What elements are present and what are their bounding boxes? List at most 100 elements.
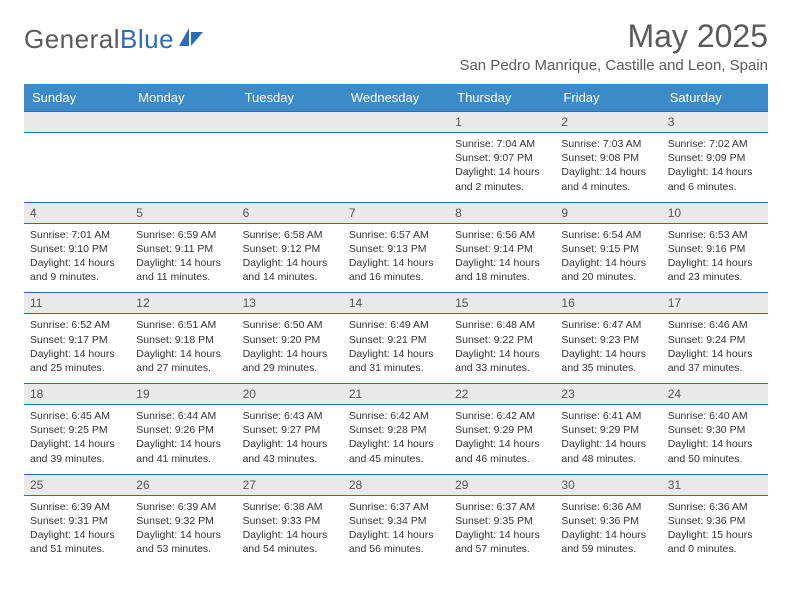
day-number-cell: 5 — [130, 202, 236, 223]
sunrise-line: Sunrise: 6:41 AM — [561, 409, 655, 423]
daylight-line: Daylight: 14 hours — [349, 437, 443, 451]
daylight-line: and 33 minutes. — [455, 361, 549, 375]
day-number-cell: 31 — [662, 474, 768, 495]
daylight-line: Daylight: 14 hours — [561, 165, 655, 179]
sunrise-line: Sunrise: 6:51 AM — [136, 318, 230, 332]
day-cell — [24, 133, 130, 203]
day-cell: Sunrise: 7:03 AMSunset: 9:08 PMDaylight:… — [555, 133, 661, 203]
day-cell: Sunrise: 6:58 AMSunset: 9:12 PMDaylight:… — [237, 223, 343, 293]
sunrise-line: Sunrise: 6:52 AM — [30, 318, 124, 332]
week-row: Sunrise: 6:45 AMSunset: 9:25 PMDaylight:… — [24, 405, 768, 475]
week-row: Sunrise: 7:04 AMSunset: 9:07 PMDaylight:… — [24, 133, 768, 203]
daylight-line: Daylight: 14 hours — [561, 347, 655, 361]
daylight-line: and 0 minutes. — [668, 542, 762, 556]
day-cell: Sunrise: 6:52 AMSunset: 9:17 PMDaylight:… — [24, 314, 130, 384]
weekday-header: Tuesday — [237, 84, 343, 112]
month-title: May 2025 — [459, 18, 768, 55]
sail-icon — [177, 26, 205, 53]
daylight-line: Daylight: 14 hours — [668, 256, 762, 270]
daylight-line: and 6 minutes. — [668, 180, 762, 194]
day-cell: Sunrise: 6:54 AMSunset: 9:15 PMDaylight:… — [555, 223, 661, 293]
day-cell: Sunrise: 6:46 AMSunset: 9:24 PMDaylight:… — [662, 314, 768, 384]
daylight-line: Daylight: 14 hours — [136, 347, 230, 361]
daylight-line: and 14 minutes. — [243, 270, 337, 284]
day-cell: Sunrise: 6:53 AMSunset: 9:16 PMDaylight:… — [662, 223, 768, 293]
day-number-cell: 16 — [555, 293, 661, 314]
day-cell: Sunrise: 7:04 AMSunset: 9:07 PMDaylight:… — [449, 133, 555, 203]
sunrise-line: Sunrise: 6:36 AM — [561, 500, 655, 514]
daylight-line: Daylight: 14 hours — [668, 347, 762, 361]
day-number-row: 11121314151617 — [24, 293, 768, 314]
calendar-body: 123Sunrise: 7:04 AMSunset: 9:07 PMDaylig… — [24, 112, 768, 565]
daylight-line: and 54 minutes. — [243, 542, 337, 556]
daylight-line: Daylight: 14 hours — [243, 528, 337, 542]
day-cell: Sunrise: 6:59 AMSunset: 9:11 PMDaylight:… — [130, 223, 236, 293]
day-number-cell: 20 — [237, 384, 343, 405]
sunset-line: Sunset: 9:18 PM — [136, 333, 230, 347]
brand-logo: GeneralBlue — [24, 24, 205, 55]
day-cell: Sunrise: 6:39 AMSunset: 9:31 PMDaylight:… — [24, 495, 130, 564]
sunrise-line: Sunrise: 6:59 AM — [136, 228, 230, 242]
daylight-line: Daylight: 14 hours — [243, 256, 337, 270]
day-number-cell: 14 — [343, 293, 449, 314]
day-number-cell: 15 — [449, 293, 555, 314]
weekday-header: Friday — [555, 84, 661, 112]
week-row: Sunrise: 7:01 AMSunset: 9:10 PMDaylight:… — [24, 223, 768, 293]
sunrise-line: Sunrise: 6:42 AM — [349, 409, 443, 423]
weekday-header: Sunday — [24, 84, 130, 112]
day-number-cell: 19 — [130, 384, 236, 405]
day-number-cell: 18 — [24, 384, 130, 405]
daylight-line: and 48 minutes. — [561, 452, 655, 466]
sunrise-line: Sunrise: 6:46 AM — [668, 318, 762, 332]
daylight-line: and 57 minutes. — [455, 542, 549, 556]
daylight-line: Daylight: 14 hours — [455, 165, 549, 179]
sunrise-line: Sunrise: 7:02 AM — [668, 137, 762, 151]
day-cell: Sunrise: 6:50 AMSunset: 9:20 PMDaylight:… — [237, 314, 343, 384]
day-number-cell: 6 — [237, 202, 343, 223]
day-number-row: 18192021222324 — [24, 384, 768, 405]
sunset-line: Sunset: 9:11 PM — [136, 242, 230, 256]
sunrise-line: Sunrise: 6:47 AM — [561, 318, 655, 332]
daylight-line: Daylight: 14 hours — [30, 256, 124, 270]
daylight-line: and 2 minutes. — [455, 180, 549, 194]
daylight-line: and 39 minutes. — [30, 452, 124, 466]
daylight-line: Daylight: 14 hours — [349, 256, 443, 270]
day-number-cell — [343, 112, 449, 133]
sunrise-line: Sunrise: 6:36 AM — [668, 500, 762, 514]
sunset-line: Sunset: 9:36 PM — [668, 514, 762, 528]
day-number-cell: 10 — [662, 202, 768, 223]
day-cell — [343, 133, 449, 203]
daylight-line: and 11 minutes. — [136, 270, 230, 284]
day-number-cell: 9 — [555, 202, 661, 223]
sunset-line: Sunset: 9:28 PM — [349, 423, 443, 437]
day-cell: Sunrise: 6:37 AMSunset: 9:35 PMDaylight:… — [449, 495, 555, 564]
day-cell: Sunrise: 7:02 AMSunset: 9:09 PMDaylight:… — [662, 133, 768, 203]
sunset-line: Sunset: 9:14 PM — [455, 242, 549, 256]
daylight-line: Daylight: 14 hours — [455, 437, 549, 451]
sunset-line: Sunset: 9:16 PM — [668, 242, 762, 256]
sunrise-line: Sunrise: 6:43 AM — [243, 409, 337, 423]
sunset-line: Sunset: 9:08 PM — [561, 151, 655, 165]
sunset-line: Sunset: 9:29 PM — [561, 423, 655, 437]
sunrise-line: Sunrise: 6:42 AM — [455, 409, 549, 423]
day-number-cell — [24, 112, 130, 133]
sunset-line: Sunset: 9:10 PM — [30, 242, 124, 256]
day-cell: Sunrise: 6:56 AMSunset: 9:14 PMDaylight:… — [449, 223, 555, 293]
day-number-cell: 24 — [662, 384, 768, 405]
sunset-line: Sunset: 9:24 PM — [668, 333, 762, 347]
day-cell — [130, 133, 236, 203]
day-number-cell: 4 — [24, 202, 130, 223]
sunrise-line: Sunrise: 6:54 AM — [561, 228, 655, 242]
sunrise-line: Sunrise: 6:37 AM — [349, 500, 443, 514]
daylight-line: and 37 minutes. — [668, 361, 762, 375]
daylight-line: and 43 minutes. — [243, 452, 337, 466]
daylight-line: Daylight: 14 hours — [561, 256, 655, 270]
sunset-line: Sunset: 9:22 PM — [455, 333, 549, 347]
sunset-line: Sunset: 9:20 PM — [243, 333, 337, 347]
daylight-line: Daylight: 14 hours — [455, 256, 549, 270]
daylight-line: and 25 minutes. — [30, 361, 124, 375]
daylight-line: and 31 minutes. — [349, 361, 443, 375]
sunrise-line: Sunrise: 7:04 AM — [455, 137, 549, 151]
weekday-header: Thursday — [449, 84, 555, 112]
daylight-line: Daylight: 14 hours — [136, 437, 230, 451]
